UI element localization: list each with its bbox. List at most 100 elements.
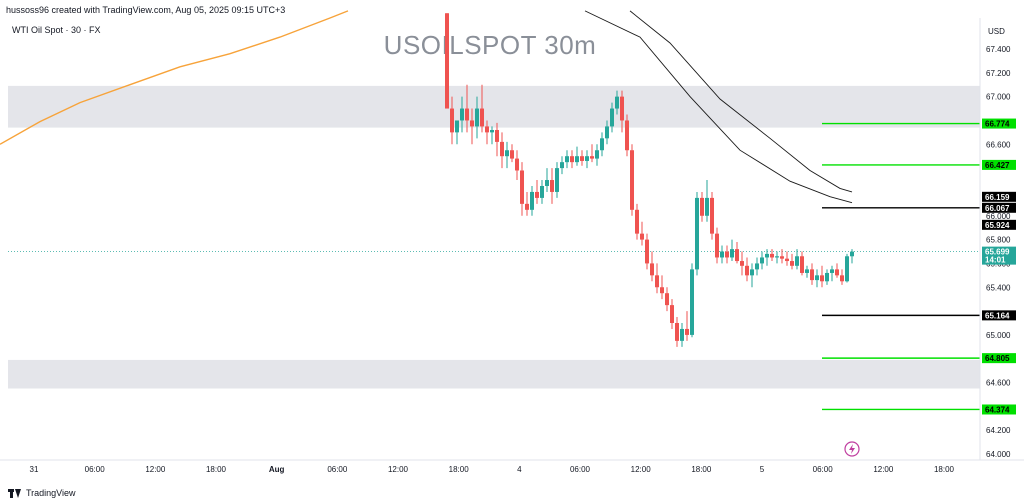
zones-layer [8,85,980,389]
candle-body [790,261,794,266]
candle [790,253,794,270]
candle [520,162,524,216]
candle-body [580,156,584,161]
candle-body [735,249,739,262]
level-tag-66.067[interactable]: 66.067 [982,202,1016,213]
price-tick-label: 64.000 [986,450,1011,459]
time-tick-label: 06:00 [327,465,348,474]
candle-body [600,138,604,151]
candle-body [465,108,469,121]
time-axis[interactable]: 31 06:00 12:00 18:00 Aug 06:00 12:00 18:00 4 06:0… [0,459,1024,474]
candle-body [555,168,559,192]
candle-body [720,251,724,258]
candle [785,251,789,266]
candle-body [740,261,744,266]
candle-body [755,263,759,270]
candle-body [525,203,529,210]
candle [615,90,619,115]
price-tag-66.159[interactable]: 66.159 [982,191,1016,202]
candle [610,102,614,133]
candle [695,191,699,276]
price-tag-65.924-bg [982,219,1016,230]
candle-body [770,253,774,258]
candle-body [550,180,554,192]
price-tick-label: 67.000 [986,93,1011,102]
candle-body [670,305,674,323]
candle [490,126,494,145]
candle [840,269,844,285]
candle [590,144,594,163]
level-tag-64.805[interactable]: 64.805 [982,353,1016,364]
candle [510,144,514,163]
candle-body [570,156,574,163]
candle-body [650,263,654,276]
candle [795,249,799,270]
channel-lower-line [629,10,853,193]
candle-body [450,108,454,133]
candle-body [640,233,644,240]
candle-body [505,150,509,157]
candle-body [815,275,819,281]
level-tag-65.164[interactable]: 65.164 [982,310,1016,321]
candle-body [585,156,589,161]
candle [825,269,829,285]
candle [690,263,694,338]
candle [540,180,544,204]
candle [750,263,754,288]
candle-body [590,156,594,159]
candle [500,132,504,169]
candle-body [690,269,694,335]
level-tag-66.067-bg [982,202,1016,213]
price-tick-label: 65.400 [986,283,1011,292]
candle-body [455,120,459,133]
price-tick-label: 65.000 [986,331,1011,340]
level-tag-64.805-bg [982,353,1016,364]
level-tag-65.164-bg [982,310,1016,321]
candle [595,144,599,166]
candle [460,96,464,133]
symbol-label: WTI Oil Spot · 30 · FX [12,25,101,35]
candle [645,233,649,270]
candle-body [615,96,619,109]
level-tag-64.374-bg [982,404,1016,415]
price-tick-label: 65.800 [986,236,1011,245]
alert-icon[interactable] [844,441,860,457]
candle-body [845,256,849,282]
candle-body [700,197,704,216]
price-tag-65.924[interactable]: 65.924 [982,219,1016,230]
current-price-tag-countdown: 14:01 [985,256,1006,265]
price-tag-66.159-text: 66.159 [985,193,1010,202]
price-axis[interactable]: USD 67.400 67.200 67.000 66.600 66.000 65.800… [979,18,1016,460]
level-tag-65.164-text: 65.164 [985,311,1010,320]
candle [560,156,564,175]
candle [640,221,644,246]
candle-body [820,275,824,282]
channel-upper-line [584,10,853,204]
supply-demand-zone [8,85,980,128]
price-tick-label: 64.200 [986,426,1011,435]
candle [620,90,624,133]
candle-body [595,150,599,159]
candle-body [470,120,474,127]
candle-body [725,251,729,258]
candle [545,168,549,192]
candle [835,263,839,278]
level-tag-66.427-bg [982,159,1016,170]
candle [580,150,584,166]
candle [625,114,629,157]
candle-body [485,126,489,133]
candle [735,241,739,264]
level-tag-66.427[interactable]: 66.427 [982,159,1016,170]
supply-demand-zone [8,359,980,389]
price-tick-label: 66.000 [986,212,1011,221]
level-tag-64.374[interactable]: 64.374 [982,404,1016,415]
level-tag-66.427-text: 66.427 [985,161,1010,170]
level-tag-66.774[interactable]: 66.774 [982,118,1016,129]
moving-average-line [0,10,349,145]
candle-body [530,191,534,210]
candle [650,251,654,282]
price-tick-label: 66.600 [986,140,1011,149]
time-tick-label: 06:00 [813,465,834,474]
